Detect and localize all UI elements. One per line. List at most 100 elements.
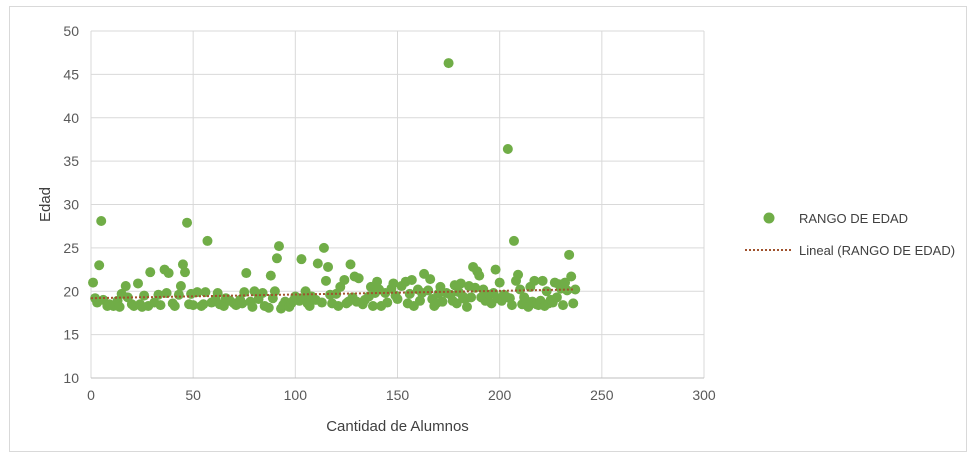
data-point bbox=[179, 267, 190, 278]
data-point bbox=[437, 296, 448, 307]
data-point bbox=[570, 284, 581, 295]
data-point bbox=[372, 276, 383, 287]
axis-layer: 10 15 20 25 30 35 40 45 50 0 50 100 150 200 250 300 bbox=[63, 23, 715, 403]
data-point bbox=[494, 277, 505, 288]
y-tick-label: 45 bbox=[63, 66, 79, 82]
data-point bbox=[566, 271, 577, 282]
y-tick-label: 30 bbox=[63, 197, 79, 213]
data-point bbox=[388, 278, 399, 289]
data-point bbox=[323, 261, 334, 272]
data-point bbox=[508, 235, 519, 246]
data-point bbox=[239, 287, 250, 298]
data-point bbox=[443, 58, 454, 69]
data-point bbox=[551, 292, 562, 303]
x-tick-label: 0 bbox=[87, 387, 95, 403]
trendline-layer bbox=[90, 288, 574, 300]
data-point bbox=[435, 281, 446, 292]
y-tick-label: 35 bbox=[63, 153, 79, 169]
data-point bbox=[263, 302, 274, 313]
data-point bbox=[169, 300, 180, 311]
data-point bbox=[182, 217, 193, 228]
y-tick-label: 10 bbox=[63, 370, 79, 386]
data-point bbox=[320, 275, 331, 286]
data-point bbox=[529, 275, 540, 286]
data-point bbox=[339, 274, 350, 285]
data-point bbox=[145, 267, 156, 278]
data-point bbox=[177, 259, 188, 270]
data-point bbox=[318, 242, 329, 253]
data-point bbox=[568, 298, 579, 309]
data-point bbox=[175, 281, 186, 292]
data-point bbox=[455, 278, 466, 289]
data-point bbox=[202, 235, 213, 246]
data-point bbox=[404, 288, 415, 299]
data-point bbox=[423, 285, 434, 296]
data-point bbox=[304, 300, 315, 311]
y-tick-label: 40 bbox=[63, 110, 79, 126]
y-tick-label: 25 bbox=[63, 240, 79, 256]
data-point bbox=[466, 292, 477, 303]
data-point bbox=[353, 273, 364, 284]
data-point bbox=[316, 297, 327, 308]
x-tick-label: 200 bbox=[488, 387, 512, 403]
data-point bbox=[461, 301, 472, 312]
y-axis-label: Edad bbox=[37, 187, 54, 222]
legend-marker-scatter bbox=[763, 212, 775, 224]
data-point bbox=[265, 270, 276, 281]
data-point bbox=[367, 300, 378, 311]
data-point bbox=[392, 294, 403, 305]
data-point bbox=[273, 241, 284, 252]
data-point bbox=[271, 253, 282, 264]
data-point bbox=[198, 299, 209, 310]
data-point bbox=[96, 215, 107, 226]
data-point bbox=[155, 300, 166, 311]
x-tick-label: 300 bbox=[692, 387, 716, 403]
data-point bbox=[200, 287, 211, 298]
legend-label-trendline: Lineal (RANGO DE EDAD) bbox=[799, 243, 955, 258]
x-tick-label: 250 bbox=[590, 387, 614, 403]
data-point bbox=[257, 287, 268, 298]
data-point bbox=[269, 286, 280, 297]
y-tick-label: 20 bbox=[63, 283, 79, 299]
data-point bbox=[560, 277, 571, 288]
data-point bbox=[414, 295, 425, 306]
data-point bbox=[474, 270, 485, 281]
data-point bbox=[537, 275, 548, 286]
data-point bbox=[120, 281, 131, 292]
x-axis-label: Cantidad de Alumnos bbox=[326, 418, 469, 435]
points-layer bbox=[88, 58, 581, 314]
data-point bbox=[541, 286, 552, 297]
data-point bbox=[241, 268, 252, 279]
data-point bbox=[188, 300, 199, 311]
data-point bbox=[88, 277, 99, 288]
data-point bbox=[513, 269, 524, 280]
data-point bbox=[163, 268, 174, 279]
data-point bbox=[406, 274, 417, 285]
data-point bbox=[139, 290, 150, 301]
data-point bbox=[296, 254, 307, 265]
data-point bbox=[312, 258, 323, 269]
data-point bbox=[490, 264, 501, 275]
data-point bbox=[132, 278, 143, 289]
grid-layer bbox=[90, 30, 705, 379]
y-tick-label: 50 bbox=[63, 23, 79, 39]
data-point bbox=[382, 297, 393, 308]
data-point bbox=[161, 287, 172, 298]
x-tick-label: 100 bbox=[284, 387, 308, 403]
data-point bbox=[247, 301, 258, 312]
data-point bbox=[94, 260, 105, 271]
data-point bbox=[451, 298, 462, 309]
data-point bbox=[425, 274, 436, 285]
data-point bbox=[173, 289, 184, 300]
y-tick-label: 15 bbox=[63, 327, 79, 343]
data-point bbox=[506, 300, 517, 311]
data-point bbox=[237, 298, 248, 309]
x-tick-label: 50 bbox=[185, 387, 201, 403]
data-point bbox=[345, 259, 356, 270]
data-point bbox=[470, 282, 481, 293]
legend: RANGO DE EDAD Lineal (RANGO DE EDAD) bbox=[745, 211, 955, 258]
data-point bbox=[558, 300, 569, 311]
data-point bbox=[192, 287, 203, 298]
data-point bbox=[249, 286, 260, 297]
